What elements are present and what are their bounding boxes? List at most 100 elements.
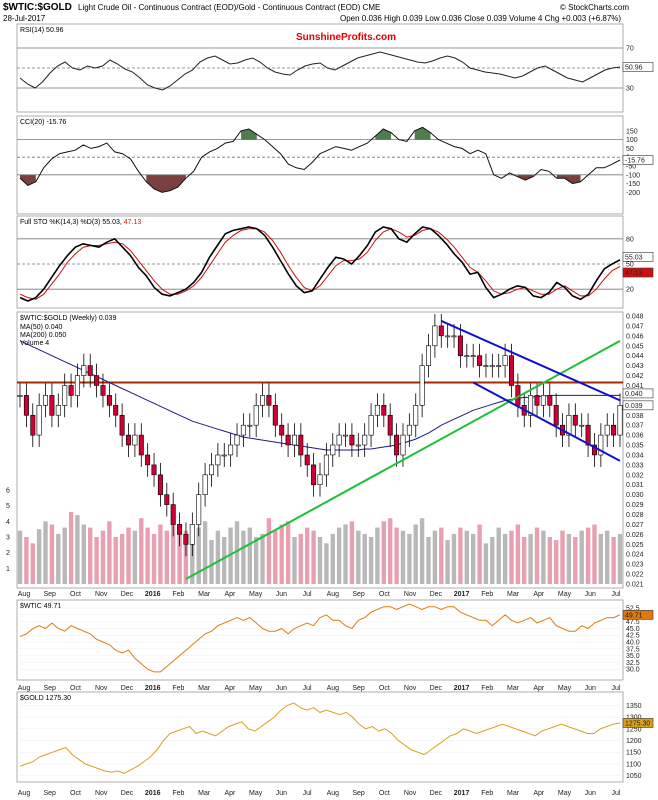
candle-up [228,444,234,456]
volume-bar [285,521,291,584]
candle-down [94,375,100,386]
volume-bar [317,537,323,584]
gold-y-tick: 1250 [626,726,642,733]
cci-value-tag-box [622,155,654,165]
x-axis-label-gold: Feb [481,790,493,797]
candle-down [547,395,553,406]
volume-bar [579,530,584,584]
main-y-tick: 0.044 [626,353,644,360]
candle-up [464,355,470,358]
volume-bar [400,530,406,584]
candle-up [419,365,425,406]
x-axis-label-main: Jul [303,591,312,598]
main-y-tick: 0.045 [626,343,644,350]
cci-oversold-fill [146,174,186,193]
volume-bar [585,527,591,584]
x-axis-label-main: Oct [379,591,390,598]
x-axis-label-wtic: Dec [430,685,443,692]
main-y-tick: 0.027 [626,522,644,529]
x-axis-label-wtic: Aug [327,685,340,692]
main-y-tick: 0.032 [626,472,644,479]
volume-bar [598,533,603,584]
main-y-tick: 0.029 [626,502,644,509]
x-axis-label-gold: May [558,790,572,797]
volume-bar [260,533,265,584]
rsi-value-tag-box [622,62,654,72]
volume-bar [541,530,546,584]
volume-bar [17,530,23,584]
volume-bar [490,537,495,584]
x-axis-label-gold: Sep [352,790,365,797]
x-axis-label-gold: 2017 [454,790,470,797]
main-y-tick: 0.031 [626,482,644,489]
x-axis-label-gold: 2016 [145,790,161,797]
x-axis-label-main: Aug [327,591,340,598]
main-y-tick: 0.036 [626,433,644,440]
volume-bar [477,524,482,584]
volume-bar [126,527,131,584]
volume-bar [464,530,469,584]
x-axis-label-gold: Feb [172,790,184,797]
volume-bar [439,527,444,584]
x-axis-label-wtic: Oct [70,685,81,692]
main-y-tick: 0.024 [626,552,644,559]
sto-k-tag-box [622,252,654,262]
volume-bar [305,527,310,584]
wtic-panel-frame [16,599,624,681]
main-y-tick: 0.048 [626,314,644,321]
volume-bar [509,530,514,584]
cci-overbought-fill [241,129,257,140]
candle-down [87,365,93,376]
volume-bar [75,515,80,584]
volume-bar [566,533,572,584]
green-support-line [185,339,621,580]
channel-bottom-line [472,381,621,462]
volume-bar [560,530,565,584]
candle-up [189,524,195,545]
x-axis-label-gold: Jul [612,790,621,797]
rsi-y-tick: 70 [626,46,634,53]
gold-y-tick: 1200 [626,738,642,745]
x-axis-label-main: Aug [18,591,31,598]
rsi-y-tick: 30 [626,86,634,93]
candle-up [502,355,508,366]
candle-up [17,395,23,397]
candle-up [451,335,457,338]
volume-bar [30,543,35,584]
candle-up [374,404,380,416]
candle-down [311,464,317,486]
candle-down [304,454,310,466]
gold-y-tick: 1050 [626,773,642,780]
chart-marks: 70503050.96150100500-50-100-150-200-15.7… [6,46,654,797]
volume-bar [451,533,457,584]
candle-down [30,414,36,436]
x-axis-label-gold: Aug [18,790,31,797]
candle-up [42,395,48,406]
candle-down [100,385,106,396]
volume-bar [298,533,303,584]
candle-up [62,385,68,406]
x-axis-label-wtic: Aug [18,685,31,692]
volume-bar [611,537,616,584]
sto-d-tag-box [622,267,654,278]
main-y-tick: 0.041 [626,383,644,390]
cci-oversold-fill [20,174,36,186]
volume-bar [107,521,112,584]
volume-bar [183,530,189,584]
candle-down [394,434,400,456]
volume-bar [171,518,176,584]
gold-y-tick: 1150 [626,750,641,757]
wtic-value-tag: 49.71 [625,612,643,619]
volume-bar [215,530,221,584]
main-y-tick: 0.042 [626,373,644,380]
candle-up [445,335,451,338]
candle-down [508,355,514,386]
x-axis-label-wtic: Sep [44,685,57,692]
volume-bar [368,537,374,584]
candle-up [253,404,259,426]
gold-y-tick: 1350 [626,703,642,710]
symbol-title: $WTIC:$GOLD [3,2,72,13]
volume-bar [330,533,335,584]
gold-y-tick: 1100 [626,761,641,768]
volume-bar [375,527,380,584]
